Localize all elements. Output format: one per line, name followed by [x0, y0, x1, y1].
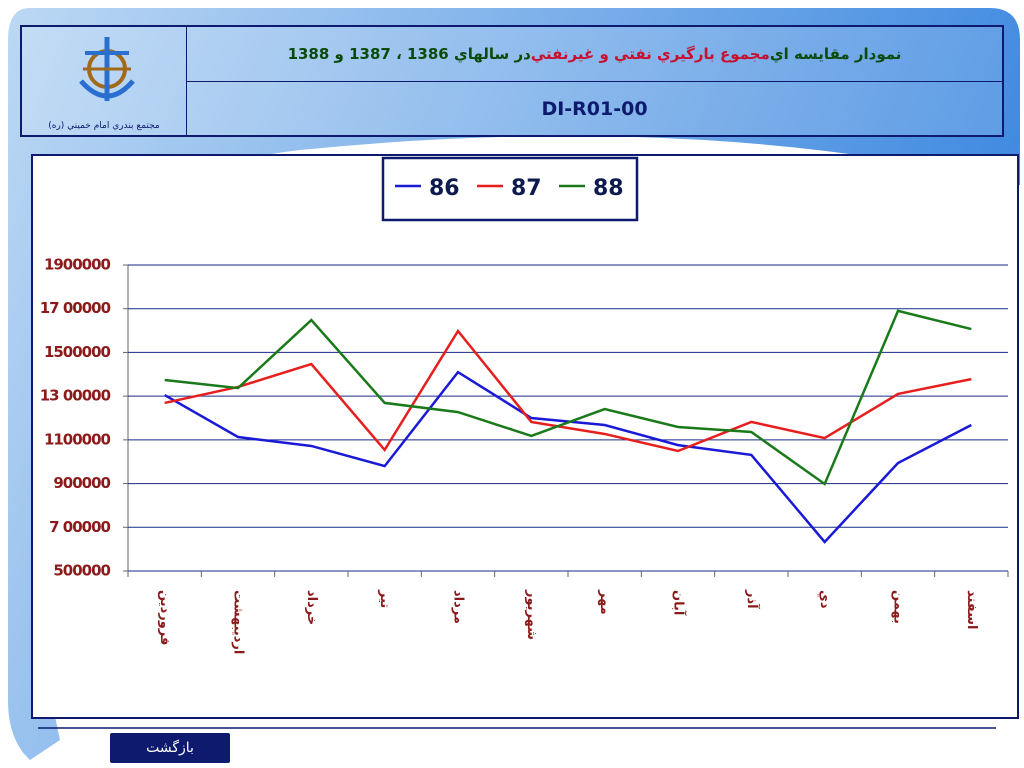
- series-line: [164, 309, 972, 486]
- document-code: DI-R01-00: [541, 97, 648, 120]
- legend-label: 86: [429, 176, 460, 201]
- x-tick-label: مرداد: [451, 590, 466, 624]
- x-tick-label: اسفند: [964, 590, 979, 629]
- logo-caption: مجتمع بندري امام خميني (ره): [48, 121, 160, 131]
- chart-frame: [31, 154, 1019, 719]
- x-tick-label: ارديبهشت: [231, 590, 246, 654]
- legend-box: [381, 156, 639, 222]
- x-tick-label: خرداد: [304, 590, 319, 625]
- legend-label: 88: [593, 176, 624, 201]
- x-tick-label: دي: [817, 590, 832, 609]
- x-tick-label: فروردين: [157, 590, 172, 645]
- x-tick-label: بهمن: [891, 590, 906, 624]
- back-button[interactable]: بازگشت: [110, 733, 230, 763]
- series-line: [164, 328, 972, 453]
- y-tick-label: 13 00000: [40, 387, 111, 405]
- title-part: مجموع بارگيري نفتي و غيرنفتي: [530, 45, 770, 63]
- logo-cell: مجتمع بندري امام خميني (ره): [22, 27, 187, 135]
- title-part: نمودار مقايسه اي: [769, 45, 902, 63]
- x-tick-label: مهر: [597, 589, 612, 615]
- y-tick-label: 1500000: [44, 343, 111, 361]
- x-tick-label: شهريور: [524, 589, 539, 640]
- header-title: نمودار مقايسه اي مجموع بارگيري نفتي و غي…: [187, 27, 1002, 82]
- header: مجتمع بندري امام خميني (ره) نمودار مقايس…: [20, 25, 1004, 137]
- x-tick-label: آبان: [671, 590, 688, 616]
- y-tick-label: 500000: [53, 562, 110, 580]
- y-tick-label: 1100000: [44, 430, 111, 448]
- y-tick-label: 1900000: [44, 256, 111, 274]
- x-tick-label: آذر: [744, 589, 761, 609]
- logo: [79, 37, 135, 101]
- y-tick-label: 17 00000: [40, 299, 111, 317]
- y-tick-label: 7 00000: [49, 518, 110, 536]
- legend-label: 87: [511, 176, 542, 201]
- y-tick-label: 900000: [53, 474, 110, 492]
- title-part: در سالهاي 1386 ، 1387 و 1388: [287, 45, 531, 63]
- x-tick-label: تير: [377, 589, 392, 608]
